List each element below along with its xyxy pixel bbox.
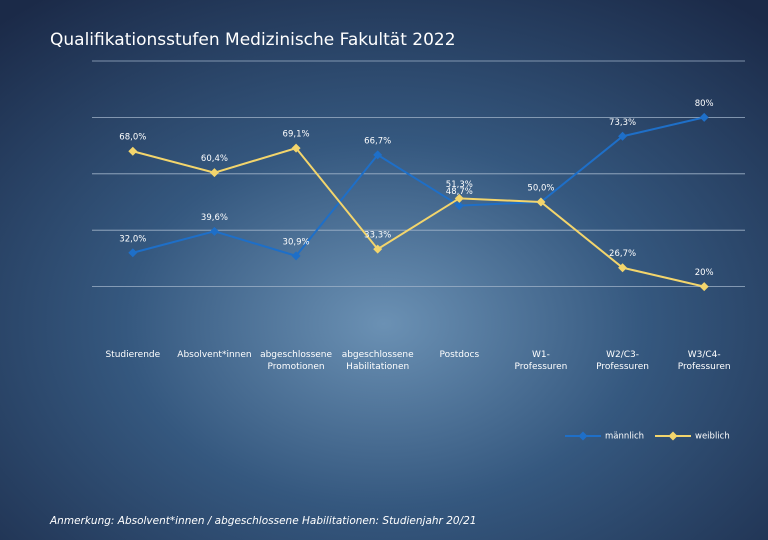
data-point bbox=[209, 226, 219, 236]
data-point bbox=[128, 146, 138, 156]
x-tick-label: abgeschlossene Promotionen bbox=[260, 350, 332, 372]
data-label: 66,7% bbox=[364, 136, 391, 146]
x-tick-label-line: abgeschlossene bbox=[260, 350, 332, 360]
x-tick-label-line: Promotionen bbox=[268, 362, 325, 372]
chart-title: Qualifikationsstufen Medizinische Fakult… bbox=[50, 30, 456, 50]
series-line bbox=[132, 146, 705, 288]
data-label: 60,4% bbox=[201, 154, 228, 164]
data-point bbox=[291, 143, 301, 153]
data-label: 69,1% bbox=[283, 130, 310, 140]
legend-label: männlich bbox=[605, 432, 644, 442]
data-point bbox=[291, 251, 301, 261]
x-tick-label-line: Professuren bbox=[678, 362, 731, 372]
data-label: 51,3% bbox=[446, 180, 473, 190]
data-point bbox=[209, 168, 219, 178]
x-tick-label-line: W1- bbox=[532, 350, 550, 360]
data-point bbox=[536, 197, 546, 207]
x-tick-label: W1- Professuren bbox=[515, 350, 568, 372]
footnote: Anmerkung: Absolvent*innen / abgeschloss… bbox=[49, 515, 476, 527]
x-tick-label: Absolvent*innen bbox=[177, 350, 251, 360]
data-point bbox=[454, 201, 464, 211]
series-line bbox=[132, 116, 705, 258]
data-point bbox=[373, 150, 383, 160]
x-tick-label-line: Postdocs bbox=[439, 350, 479, 360]
x-tick-label-line: Professuren bbox=[515, 362, 568, 372]
data-label: 33,3% bbox=[364, 231, 391, 241]
legend-label: weiblich bbox=[695, 432, 730, 442]
data-point bbox=[618, 263, 628, 273]
data-label: 39,6% bbox=[201, 213, 228, 223]
data-label: 26,7% bbox=[609, 249, 636, 259]
x-tick-label-line: W3/C4- bbox=[688, 350, 721, 360]
x-tick-label: Studierende bbox=[105, 350, 160, 360]
x-tick-label-line: Habilitationen bbox=[346, 362, 409, 372]
x-tick-label-line: Absolvent*innen bbox=[177, 350, 251, 360]
x-tick-label: Postdocs bbox=[439, 350, 479, 360]
x-tick-label: W3/C4- Professuren bbox=[678, 350, 731, 372]
data-label: 32,0% bbox=[119, 234, 146, 244]
x-tick-label-line: W2/C3- bbox=[606, 350, 639, 360]
data-point bbox=[699, 112, 709, 122]
data-label: 48,7% bbox=[446, 187, 473, 197]
data-point bbox=[128, 248, 138, 258]
data-point bbox=[373, 244, 383, 254]
x-tick-label: W2/C3- Professuren bbox=[596, 350, 649, 372]
data-label: 80% bbox=[695, 99, 714, 109]
data-label: 73,3% bbox=[609, 118, 636, 128]
legend-marker bbox=[578, 431, 588, 441]
data-point bbox=[454, 193, 464, 203]
x-tick-label-line: Professuren bbox=[596, 362, 649, 372]
data-point bbox=[618, 131, 628, 141]
data-label: 20% bbox=[695, 268, 714, 278]
x-tick-label: abgeschlossene Habilitationen bbox=[342, 350, 414, 372]
x-tick-label-line: abgeschlossene bbox=[342, 350, 414, 360]
x-tick-label-line: Studierende bbox=[105, 350, 160, 360]
legend-marker bbox=[668, 431, 678, 441]
data-point bbox=[699, 282, 709, 292]
data-label: 30,9% bbox=[283, 237, 310, 247]
data-label: 68,0% bbox=[119, 133, 146, 143]
data-label: 50,0% bbox=[527, 184, 554, 194]
